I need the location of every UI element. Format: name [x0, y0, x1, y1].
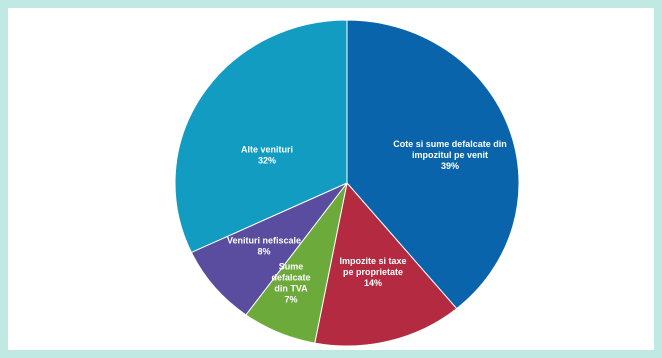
pie-category-label: Cote si sume defalcate din — [393, 139, 507, 149]
pie-category-label: Venituri nefiscale — [227, 236, 301, 246]
pie-category-label: impozitul pe venit — [412, 150, 488, 160]
pie-slice-1 — [314, 181, 458, 347]
pie-label-0: Cote si sume defalcate din impozitul pe v… — [393, 139, 507, 171]
pie-chart: Cote si sume defalcate din impozitul pe v… — [174, 19, 520, 347]
pie-category-label: Sume — [279, 262, 304, 272]
pie-slices — [174, 19, 520, 347]
pie-category-label: defalcate — [271, 273, 310, 283]
chart-frame: Cote si sume defalcate din impozitul pe v… — [8, 8, 654, 350]
pie-label-3: Venituri nefiscale 8% — [227, 236, 301, 257]
pie-percent-label: 7% — [284, 295, 297, 305]
pie-label-4: Alte venituri 32% — [241, 145, 293, 166]
pie-labels: Cote si sume defalcate din impozitul pe v… — [227, 139, 507, 305]
pie-label-1: Impozite si taxe pe proprietate 14% — [339, 256, 406, 288]
pie-category-label: pe proprietate — [343, 267, 403, 277]
pie-category-label: Alte venituri — [241, 145, 293, 155]
pie-slice-4 — [174, 19, 348, 254]
pie-category-label: Impozite si taxe — [339, 256, 406, 266]
pie-percent-label: 39% — [441, 161, 459, 171]
pie-category-label: din TVA — [274, 284, 308, 294]
pie-slice-0 — [346, 19, 520, 310]
pie-percent-label: 32% — [258, 156, 276, 166]
pie-label-2: Sume defalcate din TVA 7% — [271, 262, 310, 305]
pie-percent-label: 14% — [364, 278, 382, 288]
pie-percent-label: 8% — [257, 247, 270, 257]
